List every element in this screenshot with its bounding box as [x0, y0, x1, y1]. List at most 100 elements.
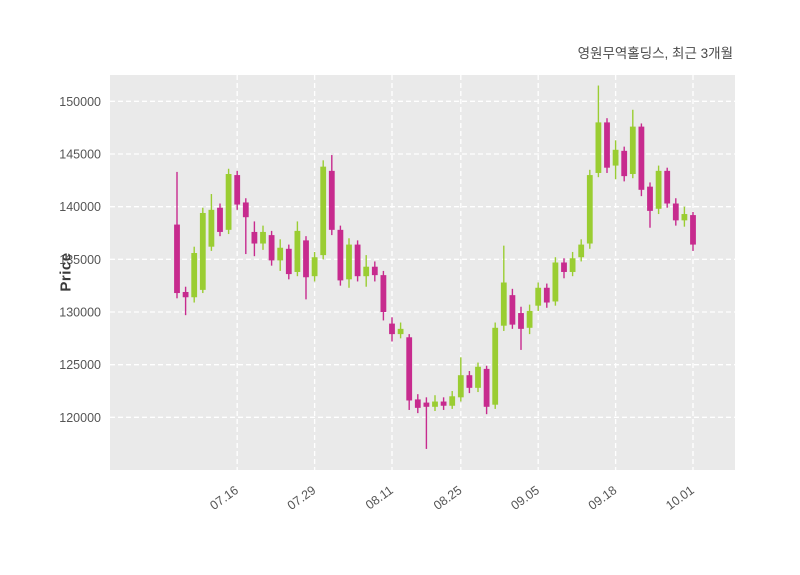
- candle-body: [182, 291, 189, 298]
- candle-body: [500, 282, 507, 326]
- candle-up: [277, 239, 284, 271]
- x-tick-label: 08.25: [431, 483, 465, 513]
- candle-up: [629, 109, 636, 179]
- candle-up: [526, 304, 533, 335]
- candle-down: [466, 370, 473, 394]
- candle-body: [432, 401, 438, 407]
- candle-body: [457, 375, 464, 398]
- candle-body: [690, 215, 696, 245]
- candle-body: [217, 207, 223, 232]
- candle-body: [595, 122, 602, 173]
- candle-down: [174, 171, 180, 299]
- candle-up: [191, 246, 198, 303]
- candle-down: [621, 146, 628, 182]
- candle-up: [535, 282, 542, 311]
- candle-up: [655, 165, 662, 215]
- candle-body: [569, 258, 576, 272]
- candle-body: [354, 244, 361, 277]
- candle-down: [380, 270, 387, 321]
- candle-body: [664, 170, 671, 204]
- candle-down: [509, 288, 516, 329]
- candle-body: [174, 224, 180, 294]
- candle-body: [371, 266, 378, 276]
- candle-body: [449, 396, 456, 406]
- candle-body: [328, 170, 335, 230]
- y-tick-label: 120000: [59, 411, 101, 425]
- candle-up: [225, 168, 232, 235]
- y-tick-label: 140000: [59, 200, 101, 214]
- candle-body: [337, 229, 344, 281]
- candle-down: [664, 167, 671, 208]
- candle-body: [260, 231, 266, 244]
- candle-body: [466, 375, 473, 388]
- candle-body: [629, 126, 636, 175]
- candle-body: [655, 170, 662, 209]
- candle-up: [363, 255, 370, 287]
- candle-body: [346, 244, 352, 280]
- candle-up: [612, 140, 619, 180]
- candle-body: [552, 262, 559, 302]
- x-tick-label: 09.05: [508, 483, 542, 513]
- candle-down: [561, 258, 567, 279]
- candle-down: [604, 118, 610, 173]
- candle-up: [492, 322, 499, 409]
- candle-down: [518, 306, 524, 350]
- candle-down: [389, 317, 395, 342]
- candle-body: [586, 175, 593, 244]
- candle-up: [294, 221, 301, 277]
- candle-body: [191, 253, 198, 298]
- candle-down: [371, 261, 378, 282]
- candle-down: [406, 334, 413, 410]
- y-tick-label: 125000: [59, 358, 101, 372]
- candle-up: [475, 362, 481, 393]
- x-tick-label: 07.16: [207, 483, 241, 513]
- candle-body: [225, 174, 232, 230]
- candle-body: [397, 328, 404, 335]
- candle-body: [578, 244, 585, 258]
- candle-down: [337, 225, 344, 286]
- candle-up: [346, 238, 352, 288]
- candle-up: [320, 160, 327, 260]
- candle-body: [681, 214, 688, 221]
- candle-body: [475, 366, 481, 388]
- candle-body: [285, 248, 292, 275]
- y-tick-label: 135000: [59, 253, 101, 267]
- candle-body: [561, 262, 567, 272]
- candle-down: [251, 221, 258, 257]
- candle-body: [423, 402, 430, 407]
- candle-body: [526, 310, 533, 328]
- candle-down: [423, 397, 430, 449]
- candle-up: [500, 245, 507, 331]
- candle-body: [543, 287, 550, 303]
- candle-down: [354, 240, 361, 282]
- candle-body: [509, 295, 516, 325]
- candle-down: [285, 244, 292, 280]
- candle-body: [647, 186, 653, 211]
- x-tick-label: 10.01: [663, 483, 697, 513]
- candle-body: [492, 327, 499, 405]
- candle-up: [595, 85, 602, 178]
- candle-body: [535, 287, 542, 306]
- candle-up: [578, 239, 585, 262]
- candle-down: [217, 203, 223, 237]
- candle-down: [234, 170, 241, 210]
- candle-up: [397, 322, 404, 339]
- candle-up: [260, 225, 266, 250]
- candle-body: [199, 212, 206, 290]
- candle-body: [380, 275, 387, 312]
- candle-body: [483, 368, 490, 407]
- candle-body: [672, 203, 679, 221]
- x-tick-label: 07.29: [285, 483, 319, 513]
- candle-up: [681, 206, 688, 227]
- chart-title: 영원무역홀딩스, 최근 3개월: [577, 46, 733, 61]
- candle-down: [638, 123, 645, 197]
- candle-down: [672, 198, 679, 226]
- candle-up: [432, 395, 438, 412]
- candle-body: [242, 202, 249, 218]
- candle-body: [612, 149, 619, 166]
- candle-body: [414, 399, 421, 408]
- candle-down: [647, 182, 653, 228]
- candle-up: [569, 251, 576, 277]
- candle-down: [303, 236, 309, 300]
